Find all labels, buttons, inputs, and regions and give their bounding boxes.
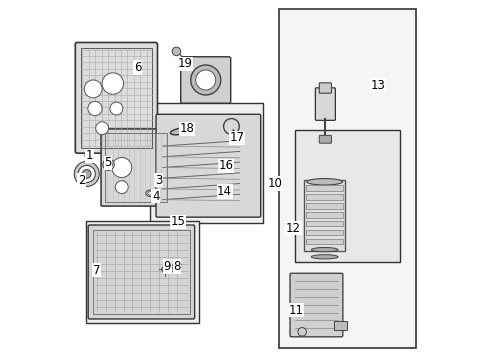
Circle shape — [172, 47, 181, 56]
Ellipse shape — [307, 179, 343, 185]
Ellipse shape — [311, 255, 338, 259]
FancyBboxPatch shape — [150, 103, 263, 223]
FancyBboxPatch shape — [295, 130, 400, 262]
FancyBboxPatch shape — [334, 321, 347, 330]
FancyBboxPatch shape — [306, 194, 343, 200]
Circle shape — [191, 65, 220, 95]
FancyBboxPatch shape — [88, 225, 195, 319]
Circle shape — [78, 165, 96, 183]
Ellipse shape — [171, 127, 193, 135]
Ellipse shape — [162, 266, 168, 273]
Text: 12: 12 — [286, 222, 301, 235]
Text: 17: 17 — [229, 131, 245, 144]
Text: 10: 10 — [267, 177, 282, 190]
Ellipse shape — [146, 190, 155, 197]
FancyBboxPatch shape — [319, 135, 331, 143]
FancyBboxPatch shape — [319, 83, 331, 93]
FancyBboxPatch shape — [290, 273, 343, 337]
Circle shape — [84, 80, 102, 98]
Circle shape — [112, 157, 132, 177]
Text: 14: 14 — [217, 185, 232, 198]
Text: 18: 18 — [179, 122, 194, 135]
Text: 3: 3 — [155, 174, 162, 186]
FancyBboxPatch shape — [306, 185, 343, 191]
FancyBboxPatch shape — [306, 221, 343, 226]
Text: 9: 9 — [164, 260, 171, 273]
Text: 6: 6 — [134, 61, 142, 74]
Text: 7: 7 — [93, 264, 100, 276]
FancyBboxPatch shape — [316, 88, 335, 120]
Text: 4: 4 — [152, 190, 159, 203]
FancyBboxPatch shape — [306, 239, 343, 244]
Circle shape — [82, 170, 91, 178]
FancyBboxPatch shape — [306, 212, 343, 217]
Circle shape — [196, 70, 216, 90]
Ellipse shape — [172, 266, 176, 270]
FancyBboxPatch shape — [101, 129, 171, 206]
Ellipse shape — [147, 191, 153, 195]
FancyBboxPatch shape — [306, 203, 343, 208]
Circle shape — [74, 161, 99, 186]
Circle shape — [110, 102, 123, 115]
Circle shape — [96, 122, 109, 135]
Text: 5: 5 — [104, 156, 112, 169]
Circle shape — [298, 328, 306, 336]
Circle shape — [105, 161, 112, 168]
Text: 19: 19 — [178, 57, 193, 71]
FancyBboxPatch shape — [279, 9, 416, 348]
FancyBboxPatch shape — [306, 230, 343, 235]
Circle shape — [88, 102, 102, 116]
Text: 16: 16 — [219, 159, 234, 172]
FancyBboxPatch shape — [156, 114, 261, 217]
Text: 15: 15 — [171, 215, 186, 228]
Text: 1: 1 — [86, 149, 94, 162]
Text: 11: 11 — [289, 304, 304, 317]
Text: 13: 13 — [370, 79, 385, 92]
Circle shape — [102, 73, 123, 94]
Text: 2: 2 — [78, 174, 85, 186]
Text: 8: 8 — [173, 260, 181, 273]
Ellipse shape — [311, 248, 338, 252]
FancyBboxPatch shape — [86, 221, 198, 323]
Circle shape — [103, 159, 114, 170]
FancyBboxPatch shape — [304, 180, 345, 251]
Circle shape — [85, 153, 91, 158]
Circle shape — [115, 181, 128, 194]
FancyBboxPatch shape — [75, 42, 157, 153]
Ellipse shape — [171, 265, 178, 272]
FancyBboxPatch shape — [181, 57, 231, 103]
